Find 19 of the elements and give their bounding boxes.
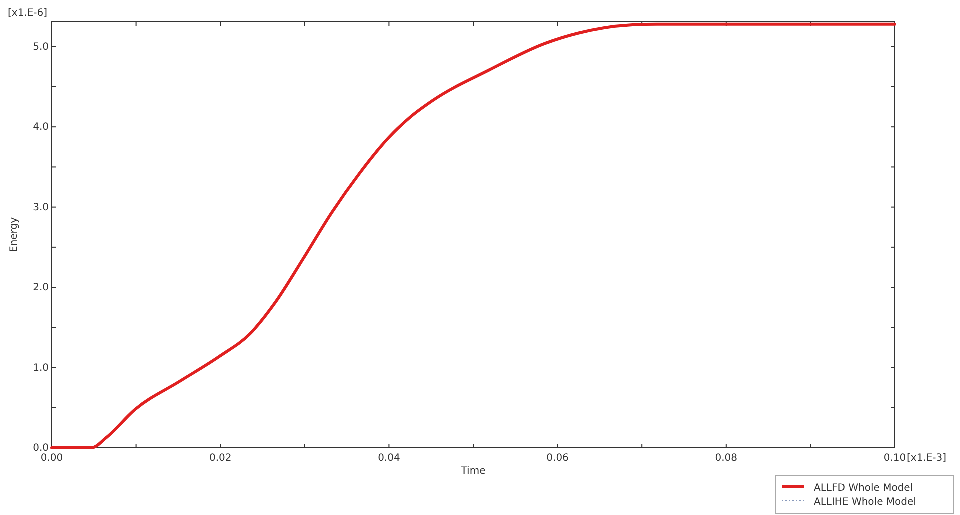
text: [x1.E-6] xyxy=(8,8,48,19)
x-tick-label: 0.02 xyxy=(209,453,232,464)
x-tick-label: 0.08 xyxy=(715,453,738,464)
y-tick-label: 0.0 xyxy=(33,443,49,454)
y-tick-label: 3.0 xyxy=(33,202,49,214)
legend-label: ALLFD Whole Model xyxy=(814,483,914,494)
x-tick-label: 0.00 xyxy=(40,453,64,464)
y-tick-label: 5.0 xyxy=(33,42,49,53)
legend-label: ALLIHE Whole Model xyxy=(814,497,916,508)
y-axis-title: Energy xyxy=(9,217,20,253)
text: [x1.E-3] xyxy=(907,453,947,464)
x-tick-label: 0.10 xyxy=(884,453,906,464)
y-tick-label: 1.0 xyxy=(33,362,49,374)
y-tick-label: 4.0 xyxy=(33,122,49,134)
line-series xyxy=(50,22,896,450)
x-tick-label: 0.04 xyxy=(378,453,400,464)
x-axis-title: Time xyxy=(460,466,486,477)
x-tick-label: 0.06 xyxy=(546,453,569,464)
y-tick-label: 2.0 xyxy=(33,282,49,294)
